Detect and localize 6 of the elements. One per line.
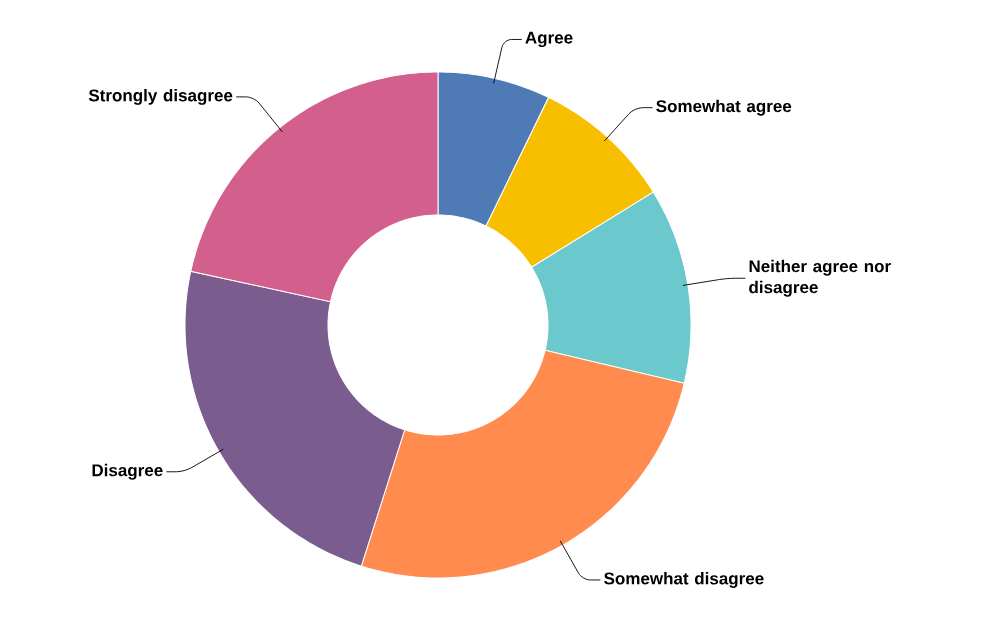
slice-label: Agree xyxy=(525,31,573,48)
slice-label: Disagree xyxy=(92,463,163,480)
slice-label: Somewhat disagree xyxy=(604,572,764,588)
slice-label: Neither agree nor disagree xyxy=(749,259,891,297)
slice-label: Somewhat agree xyxy=(656,99,792,116)
slice-label: Strongly disagree xyxy=(88,88,233,105)
